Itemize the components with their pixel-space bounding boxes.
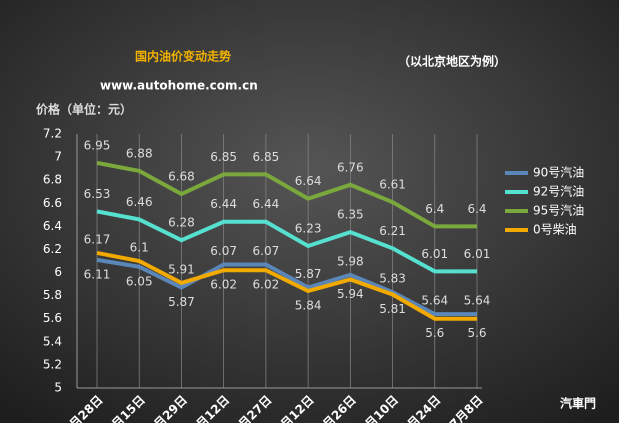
- value-label: 5.98: [337, 254, 364, 268]
- value-label: 6.11: [84, 267, 111, 281]
- value-label: 5.83: [379, 272, 406, 286]
- line: [96, 257, 477, 317]
- value-label: 6.05: [126, 274, 153, 288]
- legend-label: 90号汽油: [533, 165, 584, 180]
- legend-label: 92号汽油: [533, 184, 584, 199]
- value-label: 6.07: [253, 244, 280, 258]
- y-tick-label: 6.8: [43, 173, 62, 187]
- value-label: 6.23: [295, 221, 322, 235]
- value-label: 5.84: [295, 299, 322, 313]
- logo: 汽車門: [560, 396, 596, 411]
- value-label: 6.85: [210, 150, 237, 164]
- value-label: 6.01: [464, 247, 491, 261]
- value-label: 6.02: [253, 278, 280, 292]
- source: www.autohome.com.cn: [100, 79, 258, 93]
- value-label: 5.6: [467, 326, 486, 340]
- value-label: 5.6: [425, 326, 444, 340]
- value-label: 6.4: [425, 202, 444, 216]
- legend-label: 0号柴油: [533, 223, 577, 237]
- value-label: 6.01: [421, 247, 448, 261]
- y-tick-label: 6.4: [43, 219, 62, 233]
- value-label: 5.87: [295, 267, 322, 281]
- value-label: 6.1: [130, 241, 149, 255]
- value-label: 5.64: [421, 294, 448, 308]
- value-label: 6.95: [84, 138, 111, 152]
- value-label: 6.28: [168, 216, 195, 230]
- value-label: 6.07: [210, 244, 237, 258]
- value-label: 5.94: [337, 287, 364, 301]
- value-label: 6.85: [253, 150, 280, 164]
- line: [96, 160, 477, 229]
- value-label: 5.81: [379, 302, 406, 316]
- value-label: 6.44: [210, 197, 237, 211]
- value-label: 6.64: [295, 174, 322, 188]
- value-label: 5.87: [168, 295, 195, 309]
- value-label: 6.21: [379, 224, 406, 238]
- value-label: 6.46: [126, 195, 153, 209]
- line: [96, 209, 477, 274]
- y-tick-label: 5.6: [43, 311, 62, 325]
- y-tick-label: 6.6: [43, 196, 62, 210]
- y-tick-label: 5.8: [43, 288, 62, 302]
- value-label: 6.61: [379, 178, 406, 192]
- value-label: 6.88: [126, 146, 153, 160]
- y-tick-label: 7: [54, 150, 62, 164]
- value-label: 5.91: [168, 262, 195, 276]
- value-label: 6.02: [210, 278, 237, 292]
- legend-label: 95号汽油: [533, 203, 584, 218]
- y-tick-label: 5.4: [43, 334, 62, 348]
- y-tick-label: 5.2: [43, 357, 62, 371]
- value-label: 6.35: [337, 208, 364, 222]
- value-label: 6.17: [84, 232, 111, 246]
- chart-subtitle: （以北京地区为例）: [398, 54, 506, 69]
- y-tick-label: 6: [54, 265, 62, 279]
- line: [96, 250, 477, 321]
- y-tick-label: 5: [54, 381, 62, 395]
- value-label: 5.64: [464, 294, 491, 308]
- value-label: 6.44: [253, 197, 280, 211]
- chart-title: 国内油价变动走势: [135, 49, 231, 64]
- value-label: 6.4: [467, 202, 486, 216]
- value-label: 6.53: [84, 187, 111, 201]
- y-axis-label: 价格（单位：元）: [36, 102, 132, 117]
- y-tick-label: 6.2: [43, 242, 62, 256]
- y-tick-label: 7.2: [43, 127, 62, 141]
- value-label: 6.68: [168, 170, 195, 184]
- value-label: 6.76: [337, 160, 364, 174]
